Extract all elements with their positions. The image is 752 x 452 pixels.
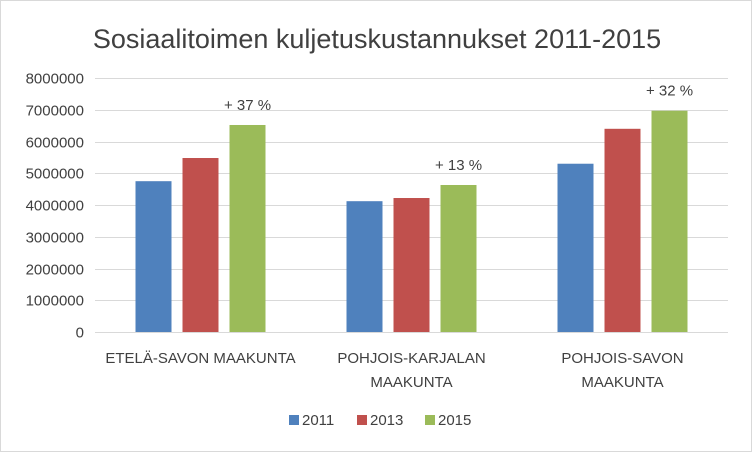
bar-2015 [651,110,688,332]
change-annotation: + 13 % [435,157,482,174]
y-tick-label: 2000000 [26,262,84,279]
y-tick-label: 8000000 [26,71,84,88]
legend-swatch-2011 [289,415,299,425]
bar-2011 [135,181,172,332]
legend-swatch-2013 [357,415,367,425]
annotations: + 37 % + 13 % + 32 % [224,83,693,174]
y-axis: 0 1000000 2000000 3000000 4000000 5000000 6000… [26,71,84,342]
y-tick-label: 1000000 [26,293,84,310]
bar-2013 [393,198,430,332]
change-annotation: + 37 % [224,97,271,114]
x-category-label: MAAKUNTA [370,374,452,391]
y-tick-label: 7000000 [26,103,84,120]
x-category-label: ETELÄ-SAVON MAAKUNTA [105,350,295,367]
legend-swatch-2015 [425,415,435,425]
y-tick-label: 4000000 [26,198,84,215]
y-tick-label: 6000000 [26,135,84,152]
x-category-label: POHJOIS-KARJALAN [337,350,485,367]
chart-title: Sosiaalitoimen kuljetuskustannukset 2011… [93,24,661,54]
x-axis: ETELÄ-SAVON MAAKUNTA POHJOIS-KARJALAN MAAK… [105,350,683,391]
bar-2013 [604,128,641,332]
bar-2013 [182,158,219,332]
bar-2015 [440,184,477,332]
bar-2011 [557,163,594,332]
y-tick-label: 5000000 [26,166,84,183]
x-category-label: POHJOIS-SAVON [561,350,683,367]
bar-2015 [229,124,266,333]
legend: 2011 2013 2015 [289,412,471,429]
x-category-label: MAAKUNTA [581,374,663,391]
bar-2011 [346,201,383,332]
y-tick-label: 0 [76,325,84,342]
y-tick-label: 3000000 [26,230,84,247]
legend-label: 2015 [438,412,471,429]
change-annotation: + 32 % [646,83,693,100]
bars [135,110,688,333]
legend-label: 2011 [302,412,334,429]
legend-label: 2013 [370,412,403,429]
